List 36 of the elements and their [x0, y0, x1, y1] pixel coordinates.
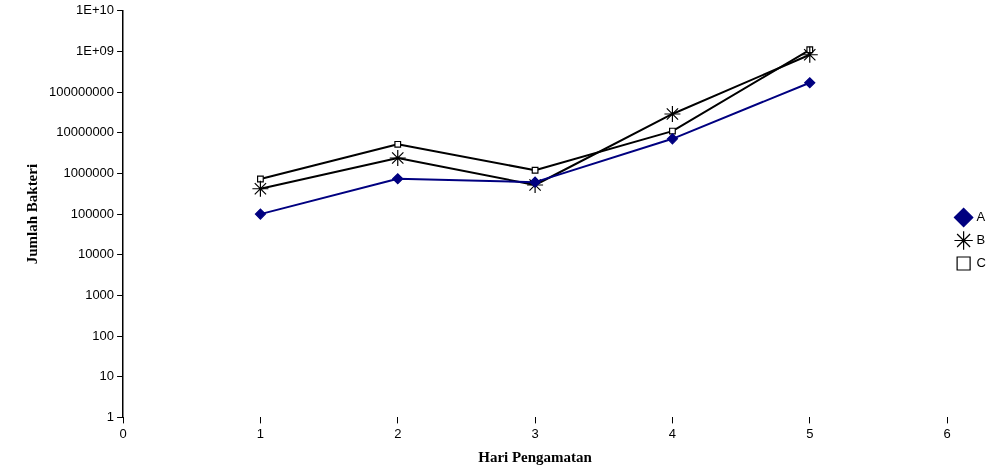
x-tick-label: 6 [943, 425, 951, 441]
y-tick-label: 10000 [77, 246, 115, 262]
y-tick-label: 1E+09 [76, 43, 115, 59]
point [666, 133, 679, 145]
point [663, 105, 682, 123]
x-tick-label: 5 [806, 425, 814, 441]
point [801, 46, 819, 64]
x-tick-label: 4 [668, 425, 677, 441]
x-tick-label: 3 [531, 425, 539, 441]
point [254, 208, 267, 220]
y-tick-label: 10 [99, 368, 115, 384]
point [804, 77, 816, 89]
y-tick-label: 100 [92, 327, 115, 343]
point [251, 180, 270, 198]
y-tick-label: 100000 [70, 205, 115, 221]
legend-label: B [976, 232, 986, 248]
legend-label: A [976, 209, 986, 225]
x-tick-label: 2 [394, 425, 402, 441]
point [529, 176, 541, 188]
y-tick-label: 1 [106, 408, 115, 424]
x-tick-label: 0 [119, 425, 127, 441]
y-tick-label: 100000000 [48, 83, 115, 99]
y-tick-label: 1000000 [63, 165, 115, 181]
point [669, 127, 676, 135]
point [394, 140, 402, 148]
point [392, 173, 404, 185]
point [531, 166, 539, 174]
y-tick-label: 1E+10 [76, 2, 115, 18]
x-axis-title: Hari Pengamatan [478, 448, 593, 465]
legend-label: C [976, 255, 986, 271]
y-tick-label: 10000000 [56, 124, 115, 140]
y-axis-title: Jumlah Bakteri [23, 163, 40, 265]
point [526, 176, 544, 194]
point [389, 149, 407, 167]
y-tick-label: 1000 [85, 287, 115, 302]
x-tick-label: 1 [256, 425, 265, 441]
